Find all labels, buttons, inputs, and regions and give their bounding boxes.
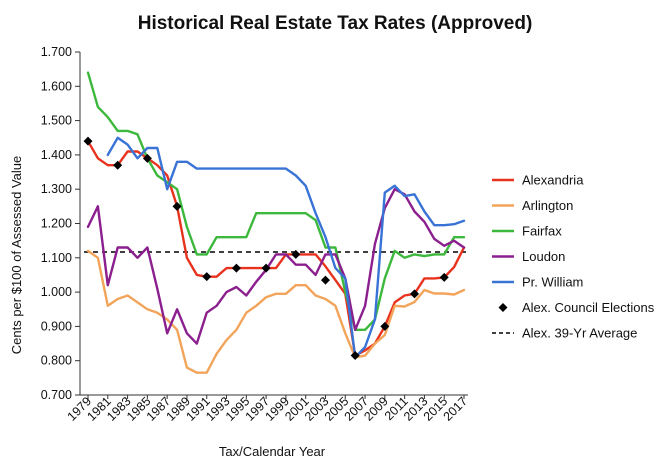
y-tick-label: 1.500: [41, 114, 72, 128]
election-marker: [439, 272, 449, 282]
series-line-alexandria: [86, 139, 466, 357]
election-marker: [172, 201, 182, 211]
election-marker: [291, 249, 301, 259]
y-tick-label: 1.400: [41, 148, 72, 162]
y-tick-label: 0.800: [41, 354, 72, 368]
election-marker: [231, 263, 241, 273]
y-tick-label: 0.700: [41, 388, 72, 402]
legend-label: Alex. 39-Yr Average: [522, 326, 637, 341]
y-tick-label: 1.600: [41, 79, 72, 93]
series-layer: [86, 71, 466, 374]
legend-label: Loudon: [522, 249, 565, 264]
election-marker: [380, 321, 390, 331]
chart-title: Historical Real Estate Tax Rates (Approv…: [138, 13, 533, 34]
election-marker: [142, 153, 152, 163]
election-marker: [83, 136, 93, 146]
y-axis-label: Cents per $100 of Assessed Value: [9, 156, 24, 355]
legend-label: Fairfax: [522, 224, 562, 239]
series-line-pr-william: [106, 136, 466, 359]
series-line-arlington: [86, 249, 466, 374]
election-marker: [261, 263, 271, 273]
election-marker: [410, 289, 420, 299]
legend-label: Pr. William: [522, 275, 583, 290]
election-marker: [202, 272, 212, 282]
series-line-fairfax: [86, 71, 466, 331]
marker-layer: [83, 136, 449, 361]
y-tick-label: 1.700: [41, 45, 72, 59]
legend: Alexandria Arlington Fairfax Loudon Pr. Will…: [492, 173, 655, 341]
legend-label: Alex. Council Elections: [522, 300, 655, 315]
y-tick-label: 0.900: [41, 319, 72, 333]
election-marker: [113, 160, 123, 170]
election-marker: [350, 351, 360, 361]
y-tick-label: 1.100: [41, 251, 72, 265]
legend-marker-swatch: [498, 303, 508, 312]
election-marker: [320, 275, 330, 285]
y-tick-label: 1.000: [41, 285, 72, 299]
legend-label: Arlington: [522, 198, 573, 213]
legend-label: Alexandria: [522, 173, 584, 188]
y-tick-label: 1.300: [41, 182, 72, 196]
x-axis-label: Tax/Calendar Year: [219, 444, 326, 459]
y-tick-label: 1.200: [41, 217, 72, 231]
